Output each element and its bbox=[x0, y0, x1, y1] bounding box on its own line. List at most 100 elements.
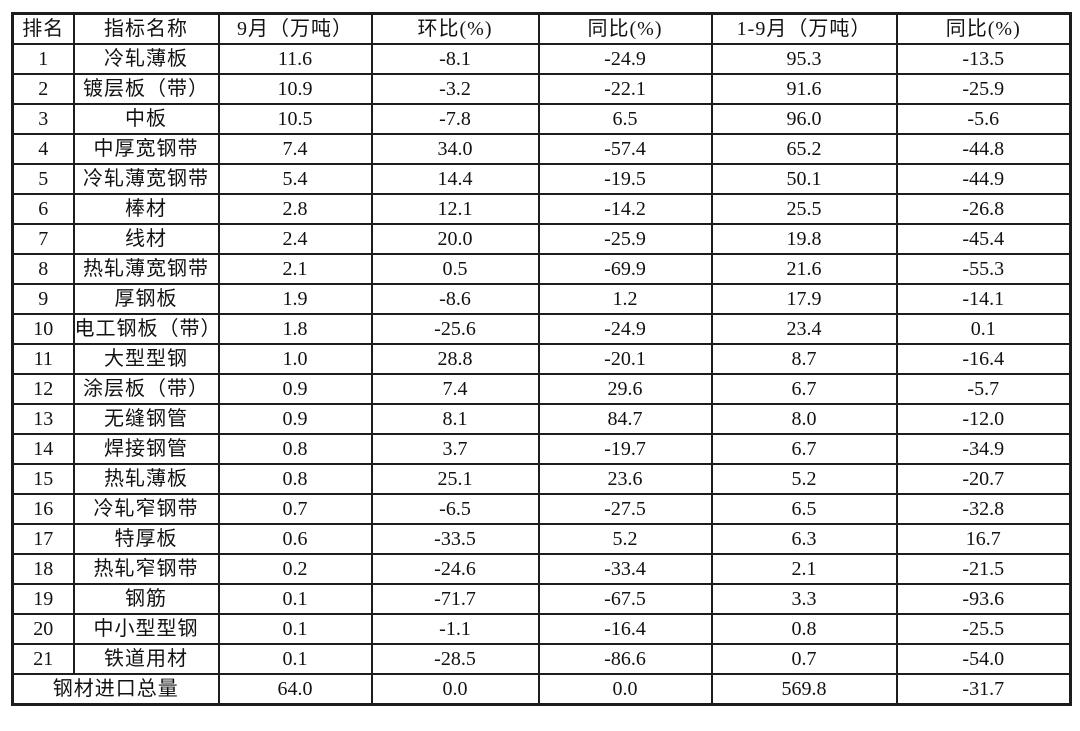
cell-sep-volume: 11.6 bbox=[217, 43, 373, 75]
cell-sep-volume: 0.1 bbox=[217, 643, 373, 675]
cell-indicator-name: 冷轧窄钢带 bbox=[72, 493, 220, 525]
cell-rank: 3 bbox=[11, 103, 75, 135]
cell-sep-volume: 0.1 bbox=[217, 613, 373, 645]
cell-ytd-yoy-pct: -25.5 bbox=[895, 613, 1072, 645]
cell-yoy-pct: -86.6 bbox=[537, 643, 713, 675]
cell-mom-pct: -6.5 bbox=[370, 493, 540, 525]
cell-ytd-yoy-pct: -26.8 bbox=[895, 193, 1072, 225]
cell-indicator-name: 冷轧薄板 bbox=[72, 43, 220, 75]
cell-sep-volume: 0.7 bbox=[217, 493, 373, 525]
table-row: 9 厚钢板 1.9 -8.6 1.2 17.9 -14.1 bbox=[11, 283, 1072, 315]
cell-ytd-yoy-pct: -44.8 bbox=[895, 133, 1072, 165]
cell-yoy-pct: -24.9 bbox=[537, 313, 713, 345]
cell-ytd-yoy-pct: -55.3 bbox=[895, 253, 1072, 285]
table-row: 3 中板 10.5 -7.8 6.5 96.0 -5.6 bbox=[11, 103, 1072, 135]
column-header-indicator-name: 指标名称 bbox=[72, 12, 220, 45]
cell-rank: 12 bbox=[11, 373, 75, 405]
cell-ytd-volume: 6.7 bbox=[710, 373, 898, 405]
cell-indicator-name: 钢筋 bbox=[72, 583, 220, 615]
cell-yoy-pct: 5.2 bbox=[537, 523, 713, 555]
cell-rank: 20 bbox=[11, 613, 75, 645]
cell-rank: 17 bbox=[11, 523, 75, 555]
cell-ytd-yoy-pct: -44.9 bbox=[895, 163, 1072, 195]
cell-sep-volume: 1.9 bbox=[217, 283, 373, 315]
cell-mom-pct: -1.1 bbox=[370, 613, 540, 645]
cell-mom-pct: -71.7 bbox=[370, 583, 540, 615]
cell-ytd-yoy-pct: 16.7 bbox=[895, 523, 1072, 555]
cell-ytd-volume: 25.5 bbox=[710, 193, 898, 225]
cell-yoy-pct: -27.5 bbox=[537, 493, 713, 525]
cell-yoy-pct: -22.1 bbox=[537, 73, 713, 105]
cell-ytd-volume: 8.7 bbox=[710, 343, 898, 375]
cell-ytd-volume: 91.6 bbox=[710, 73, 898, 105]
steel-import-table: 排名 指标名称 9月（万吨） 环比(%) 同比(%) 1-9月（万吨） 同比(%) 1 冷轧薄… bbox=[11, 12, 1072, 706]
cell-mom-pct: 25.1 bbox=[370, 463, 540, 495]
cell-indicator-name: 特厚板 bbox=[72, 523, 220, 555]
cell-rank: 11 bbox=[11, 343, 75, 375]
cell-rank: 5 bbox=[11, 163, 75, 195]
column-header-yoy-pct: 同比(%) bbox=[537, 12, 713, 45]
cell-yoy-pct: 0.0 bbox=[537, 673, 713, 706]
cell-sep-volume: 0.1 bbox=[217, 583, 373, 615]
cell-ytd-yoy-pct: -5.6 bbox=[895, 103, 1072, 135]
cell-rank: 2 bbox=[11, 73, 75, 105]
cell-yoy-pct: -16.4 bbox=[537, 613, 713, 645]
cell-ytd-yoy-pct: -16.4 bbox=[895, 343, 1072, 375]
table-row: 4 中厚宽钢带 7.4 34.0 -57.4 65.2 -44.8 bbox=[11, 133, 1072, 165]
cell-yoy-pct: 6.5 bbox=[537, 103, 713, 135]
cell-ytd-volume: 96.0 bbox=[710, 103, 898, 135]
cell-rank: 16 bbox=[11, 493, 75, 525]
cell-sep-volume: 10.5 bbox=[217, 103, 373, 135]
cell-sep-volume: 2.4 bbox=[217, 223, 373, 255]
cell-sep-volume: 5.4 bbox=[217, 163, 373, 195]
header-row: 排名 指标名称 9月（万吨） 环比(%) 同比(%) 1-9月（万吨） 同比(%) bbox=[11, 12, 1072, 45]
cell-yoy-pct: -69.9 bbox=[537, 253, 713, 285]
cell-sep-volume: 7.4 bbox=[217, 133, 373, 165]
total-row: 钢材进口总量 64.0 0.0 0.0 569.8 -31.7 bbox=[11, 673, 1072, 706]
cell-indicator-name: 热轧薄宽钢带 bbox=[72, 253, 220, 285]
cell-rank: 4 bbox=[11, 133, 75, 165]
cell-ytd-volume: 0.7 bbox=[710, 643, 898, 675]
cell-ytd-yoy-pct: -13.5 bbox=[895, 43, 1072, 75]
cell-rank: 15 bbox=[11, 463, 75, 495]
column-header-mom-pct: 环比(%) bbox=[370, 12, 540, 45]
cell-mom-pct: -24.6 bbox=[370, 553, 540, 585]
cell-rank: 7 bbox=[11, 223, 75, 255]
cell-rank: 21 bbox=[11, 643, 75, 675]
table-row: 5 冷轧薄宽钢带 5.4 14.4 -19.5 50.1 -44.9 bbox=[11, 163, 1072, 195]
cell-indicator-name: 中板 bbox=[72, 103, 220, 135]
cell-ytd-volume: 17.9 bbox=[710, 283, 898, 315]
cell-mom-pct: -33.5 bbox=[370, 523, 540, 555]
cell-sep-volume: 2.1 bbox=[217, 253, 373, 285]
cell-mom-pct: 20.0 bbox=[370, 223, 540, 255]
cell-ytd-volume: 569.8 bbox=[710, 673, 898, 706]
table-row: 8 热轧薄宽钢带 2.1 0.5 -69.9 21.6 -55.3 bbox=[11, 253, 1072, 285]
cell-rank: 19 bbox=[11, 583, 75, 615]
total-label: 钢材进口总量 bbox=[11, 673, 220, 706]
cell-sep-volume: 1.8 bbox=[217, 313, 373, 345]
table-row: 6 棒材 2.8 12.1 -14.2 25.5 -26.8 bbox=[11, 193, 1072, 225]
cell-rank: 8 bbox=[11, 253, 75, 285]
cell-yoy-pct: -19.7 bbox=[537, 433, 713, 465]
cell-indicator-name: 焊接钢管 bbox=[72, 433, 220, 465]
cell-ytd-volume: 95.3 bbox=[710, 43, 898, 75]
cell-sep-volume: 0.6 bbox=[217, 523, 373, 555]
cell-ytd-yoy-pct: -45.4 bbox=[895, 223, 1072, 255]
cell-ytd-volume: 5.2 bbox=[710, 463, 898, 495]
cell-mom-pct: 8.1 bbox=[370, 403, 540, 435]
table-row: 17 特厚板 0.6 -33.5 5.2 6.3 16.7 bbox=[11, 523, 1072, 555]
cell-rank: 9 bbox=[11, 283, 75, 315]
cell-sep-volume: 64.0 bbox=[217, 673, 373, 706]
cell-indicator-name: 无缝钢管 bbox=[72, 403, 220, 435]
table-row: 12 涂层板（带） 0.9 7.4 29.6 6.7 -5.7 bbox=[11, 373, 1072, 405]
cell-mom-pct: 7.4 bbox=[370, 373, 540, 405]
cell-yoy-pct: -20.1 bbox=[537, 343, 713, 375]
cell-ytd-yoy-pct: -12.0 bbox=[895, 403, 1072, 435]
table-row: 20 中小型型钢 0.1 -1.1 -16.4 0.8 -25.5 bbox=[11, 613, 1072, 645]
cell-indicator-name: 涂层板（带） bbox=[72, 373, 220, 405]
table-row: 14 焊接钢管 0.8 3.7 -19.7 6.7 -34.9 bbox=[11, 433, 1072, 465]
cell-ytd-volume: 0.8 bbox=[710, 613, 898, 645]
cell-mom-pct: 34.0 bbox=[370, 133, 540, 165]
cell-yoy-pct: -19.5 bbox=[537, 163, 713, 195]
cell-yoy-pct: -24.9 bbox=[537, 43, 713, 75]
